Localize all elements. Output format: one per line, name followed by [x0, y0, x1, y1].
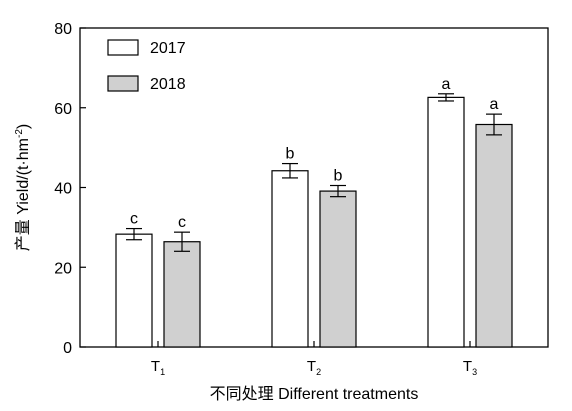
y-axis-title: 产量 Yield/(t·hm-2)	[14, 124, 32, 251]
legend-swatch	[107, 75, 139, 92]
y-tick-label: 0	[63, 340, 72, 357]
x-tick-label-subscript: 3	[472, 367, 477, 377]
axes: 0 20 40 60 80	[54, 21, 549, 357]
y-tick-label: 80	[54, 21, 72, 38]
x-tick-label-base: T	[307, 358, 316, 375]
bar	[319, 190, 357, 348]
x-tick-label: T1	[151, 358, 165, 377]
y-tick-label: 60	[54, 101, 72, 118]
bar	[163, 241, 201, 348]
y-axis-title-close: )	[15, 124, 32, 129]
legend: 2017 2018	[107, 39, 186, 93]
y-tick-label: 40	[54, 181, 72, 198]
x-tick-label: T2	[307, 358, 321, 377]
bar	[427, 96, 465, 348]
x-tick-label-base: T	[463, 358, 472, 375]
y-tick-label: 20	[54, 260, 72, 277]
x-tick-label: T3	[463, 358, 477, 377]
legend-label: 2018	[150, 76, 186, 93]
significance-letter: a	[442, 76, 451, 93]
bar	[115, 233, 153, 348]
legend-label: 2017	[150, 40, 186, 57]
x-tick-label-subscript: 2	[316, 367, 321, 377]
x-axis-title: 不同处理 Different treatments	[210, 385, 419, 403]
bar	[271, 170, 309, 348]
significance-letter: a	[490, 96, 499, 113]
bar	[475, 123, 513, 348]
significance-letter: c	[178, 214, 186, 231]
y-axis-title-main: 产量 Yield/(t·hm	[14, 138, 32, 251]
significance-letter: b	[334, 168, 343, 185]
significance-letter: c	[130, 211, 138, 228]
bars-group	[115, 93, 513, 348]
legend-swatch	[107, 39, 139, 56]
x-tick-label-subscript: 1	[160, 367, 165, 377]
x-tick-label-base: T	[151, 358, 160, 375]
significance-letter: b	[286, 146, 295, 163]
y-axis-title-superscript: -2	[14, 129, 25, 138]
